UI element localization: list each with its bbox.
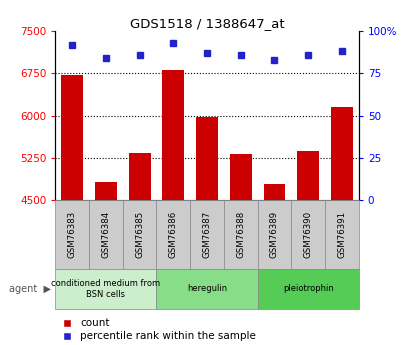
Bar: [263, 184, 285, 200]
Bar: [330, 107, 352, 200]
Bar: [291, 200, 324, 269]
Text: GSM76389: GSM76389: [269, 211, 278, 258]
Text: GSM76385: GSM76385: [135, 211, 144, 258]
Text: agent  ▶: agent ▶: [9, 284, 51, 294]
Bar: [190, 200, 223, 269]
Bar: [156, 200, 190, 269]
Text: heregulin: heregulin: [187, 284, 227, 294]
Text: GSM76390: GSM76390: [303, 211, 312, 258]
Bar: [89, 200, 122, 269]
Legend: count, percentile rank within the sample: count, percentile rank within the sample: [52, 314, 260, 345]
Bar: [257, 200, 291, 269]
Bar: [61, 75, 83, 200]
Text: GSM76391: GSM76391: [337, 211, 346, 258]
Bar: [128, 153, 150, 200]
Bar: [156, 269, 257, 309]
Bar: [95, 182, 117, 200]
Bar: [55, 200, 89, 269]
Text: pleiotrophin: pleiotrophin: [282, 284, 333, 294]
Text: GSM76387: GSM76387: [202, 211, 211, 258]
Bar: [324, 200, 358, 269]
Bar: [257, 269, 358, 309]
Bar: [122, 200, 156, 269]
Bar: [55, 269, 156, 309]
Bar: [196, 117, 218, 200]
Text: GSM76384: GSM76384: [101, 211, 110, 258]
Text: GSM76388: GSM76388: [236, 211, 245, 258]
Bar: [297, 150, 318, 200]
Bar: [162, 70, 184, 200]
Text: GSM76383: GSM76383: [67, 211, 76, 258]
Text: GSM76386: GSM76386: [169, 211, 178, 258]
Title: GDS1518 / 1388647_at: GDS1518 / 1388647_at: [129, 17, 284, 30]
Bar: [229, 155, 251, 200]
Bar: [223, 200, 257, 269]
Text: conditioned medium from
BSN cells: conditioned medium from BSN cells: [51, 279, 160, 299]
